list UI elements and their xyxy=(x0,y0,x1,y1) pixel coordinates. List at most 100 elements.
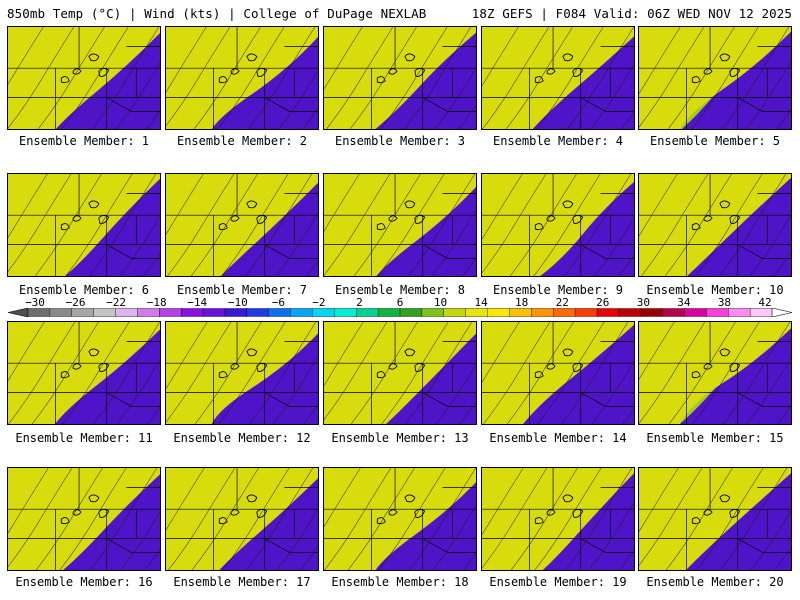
isotherm-contour xyxy=(723,322,791,424)
isotherm-contour xyxy=(272,355,318,424)
colorbar-segment xyxy=(465,308,489,317)
ensemble-panel-2 xyxy=(165,26,319,130)
ensemble-panel-14 xyxy=(481,321,635,425)
isotherm-contour xyxy=(221,174,289,276)
temperature-band xyxy=(8,322,160,424)
ensemble-panel-1 xyxy=(7,26,161,130)
isotherm-contour xyxy=(691,27,759,129)
lake-outline xyxy=(534,517,544,525)
isotherm-contour xyxy=(482,27,519,87)
state-boundary xyxy=(106,538,160,553)
isotherm-contour xyxy=(8,27,75,129)
colorbar-segment xyxy=(443,308,467,317)
isotherm-contour xyxy=(722,27,790,129)
temperature-band xyxy=(8,468,160,570)
isotherm-contour xyxy=(639,174,678,237)
isotherm-contour xyxy=(8,468,73,568)
state-boundary xyxy=(580,97,634,112)
colorbar-segment xyxy=(268,308,292,317)
isotherm-contour xyxy=(8,174,48,239)
colorbar-segment xyxy=(531,308,554,317)
colorbar-segment xyxy=(421,308,445,317)
lake-outline xyxy=(388,215,398,222)
temperature-band xyxy=(166,27,318,129)
temperature-band xyxy=(639,27,791,129)
isotherm-contour xyxy=(8,27,44,85)
isotherm-contour xyxy=(303,404,318,424)
lake-outline xyxy=(534,371,544,379)
model-valid-time: 18Z GEFS | F084 Valid: 06Z WED NOV 12 20… xyxy=(471,6,792,21)
colorbar-segment xyxy=(684,308,707,317)
colorbar-segment xyxy=(399,308,423,317)
isotherm-contour xyxy=(324,322,388,420)
colorbar-tick-label: 30 xyxy=(636,296,650,309)
temperature-band xyxy=(639,174,791,276)
lake-outline xyxy=(72,509,82,516)
lake-outline xyxy=(60,76,70,84)
isotherm-contour xyxy=(275,212,318,276)
isotherm-contour xyxy=(773,251,791,276)
isotherm-contour xyxy=(248,27,316,129)
lake-outline xyxy=(546,68,556,75)
colorbar-tick-label: −14 xyxy=(187,296,208,309)
colorbar-segment xyxy=(377,308,401,317)
isotherm-contour xyxy=(618,254,634,276)
lake-outline xyxy=(719,200,731,209)
lake-outline xyxy=(719,348,731,357)
isotherm-contour xyxy=(93,322,160,424)
temperature-map xyxy=(482,322,634,424)
isotherm-contour xyxy=(65,174,133,276)
lake-outline xyxy=(414,508,426,518)
temperature-map xyxy=(324,27,476,129)
isotherm-contour xyxy=(695,174,763,276)
isotherm-contour xyxy=(462,257,476,276)
isotherm-contour xyxy=(37,27,105,129)
lake-outline xyxy=(691,371,701,379)
temperature-map xyxy=(324,174,476,276)
colorbar-segment xyxy=(749,308,773,317)
temperature-map xyxy=(639,27,791,129)
temperature-map xyxy=(639,468,791,570)
temperature-band xyxy=(166,174,318,276)
state-boundary xyxy=(264,97,318,112)
state-boundary xyxy=(106,244,160,259)
colorbar-segment xyxy=(224,308,248,317)
lake-outline xyxy=(256,67,268,77)
lake-outline xyxy=(246,200,258,209)
isotherm-contour xyxy=(776,109,791,129)
isotherm-contour xyxy=(119,216,160,276)
lake-outline xyxy=(376,223,386,231)
ensemble-panel-16 xyxy=(7,467,161,571)
lake-outline xyxy=(414,214,426,224)
ensemble-member-label: Ensemble Member: 9 xyxy=(492,283,624,297)
state-boundary xyxy=(264,392,318,407)
isotherm-contour xyxy=(533,174,601,276)
ensemble-member-label: Ensemble Member: 20 xyxy=(646,575,784,589)
lake-outline xyxy=(719,494,731,503)
isotherm-contour xyxy=(34,174,102,276)
state-boundary xyxy=(737,97,791,112)
isotherm-contour xyxy=(665,468,733,570)
isotherm-contour xyxy=(696,468,764,570)
isotherm-contour xyxy=(774,547,791,570)
isotherm-contour xyxy=(639,322,675,380)
colorbar-tick-label: 22 xyxy=(555,296,569,309)
isotherm-contour xyxy=(190,174,258,276)
colorbar-segment xyxy=(574,308,598,317)
lake-outline xyxy=(88,348,100,357)
ensemble-member-label: Ensemble Member: 5 xyxy=(649,134,781,148)
isotherm-contour xyxy=(510,468,578,570)
isotherm-contour xyxy=(222,468,290,570)
isotherm-contour xyxy=(380,27,448,129)
temperature-map xyxy=(482,174,634,276)
ensemble-member-label: Ensemble Member: 13 xyxy=(331,431,469,445)
isotherm-contour xyxy=(432,505,476,570)
isotherm-contour xyxy=(537,322,605,424)
lake-outline xyxy=(729,214,741,224)
state-boundary xyxy=(580,538,634,553)
temperature-band xyxy=(8,174,160,276)
colorbar-tick-label: −2 xyxy=(312,296,326,309)
isotherm-contour xyxy=(619,550,634,570)
lake-outline xyxy=(388,509,398,516)
isotherm-contour xyxy=(750,510,791,570)
